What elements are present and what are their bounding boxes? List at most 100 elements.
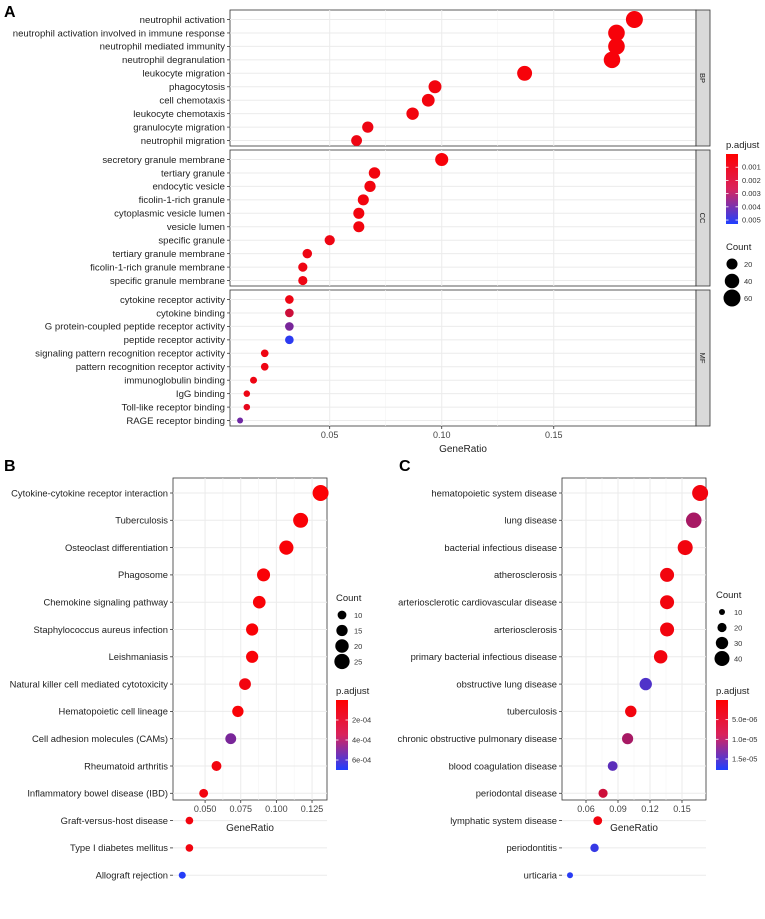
term-label: tertiary granule: [161, 168, 225, 179]
data-point: [293, 512, 309, 528]
data-point: [362, 121, 374, 133]
data-point: [211, 761, 222, 771]
term-label: arteriosclerosis: [494, 624, 557, 635]
data-point: [685, 512, 702, 529]
legend-count-dot: [337, 610, 347, 620]
legend-padjust-tick-label: 0.002: [742, 176, 761, 185]
data-point: [298, 275, 308, 286]
legend-padjust-colorbar: [716, 700, 728, 770]
term-label: Phagosome: [118, 569, 168, 580]
data-point: [368, 167, 381, 179]
term-label: blood coagulation disease: [449, 760, 557, 771]
data-point: [428, 80, 442, 94]
data-point: [312, 485, 329, 501]
legend-count-dot: [717, 622, 727, 633]
facet-strip-label: CC: [698, 213, 707, 224]
term-label: bacterial infectious disease: [444, 542, 557, 553]
legend-count-label: 40: [744, 277, 752, 286]
legend-count-label: 30: [734, 639, 742, 648]
panel-background: [229, 289, 697, 427]
legend-padjust-tick-label: 6e-04: [352, 756, 371, 765]
legend-count-label: 40: [734, 655, 742, 664]
data-point: [185, 844, 194, 852]
data-point: [660, 567, 675, 582]
data-point: [199, 788, 209, 798]
facet-strip: [695, 289, 711, 427]
legend-count-label: 25: [354, 658, 362, 667]
term-label: ficolin-1-rich granule: [139, 195, 225, 206]
legend-count-title: Count: [716, 590, 742, 601]
data-point: [178, 871, 186, 879]
data-point: [246, 650, 259, 663]
term-label: vesicle lumen: [167, 222, 225, 233]
legend-padjust-tick-label: 1.5e-05: [732, 754, 757, 763]
term-label: ficolin-1-rich granule membrane: [90, 262, 225, 273]
data-point: [677, 540, 693, 556]
facet-strip: [695, 149, 711, 287]
data-point: [608, 38, 625, 55]
data-point: [185, 816, 194, 825]
term-label: Rheumatoid arthritis: [84, 760, 168, 771]
term-label: arteriosclerotic cardiovascular disease: [398, 597, 557, 608]
term-label: neutrophil activation: [140, 15, 225, 26]
x-tick-label: 0.100: [265, 804, 288, 814]
data-point: [364, 180, 376, 193]
data-point: [239, 678, 251, 690]
legend-count-label: 20: [354, 642, 362, 651]
data-point: [250, 376, 257, 384]
x-tick-label: 0.12: [641, 804, 659, 814]
data-point: [285, 335, 294, 345]
legend-count-dot: [714, 650, 730, 667]
legend-count-title: Count: [336, 593, 362, 604]
x-axis-title: GeneRatio: [226, 823, 274, 834]
legend-padjust-tick-label: 0.004: [742, 202, 761, 211]
panel-letter-a: A: [4, 4, 16, 21]
data-point: [243, 390, 251, 397]
data-point: [252, 595, 266, 609]
data-point: [639, 677, 652, 691]
term-label: Toll-like receptor binding: [122, 402, 225, 413]
data-point: [625, 705, 637, 718]
term-label: chronic obstructive pulmonary disease: [398, 733, 557, 744]
legend-count-label: 15: [354, 627, 362, 636]
term-label: Cell adhesion molecules (CAMs): [32, 733, 168, 744]
x-tick-label: 0.15: [545, 430, 563, 440]
x-axis-title: GeneRatio: [439, 444, 487, 455]
data-point: [567, 872, 573, 879]
legend-count-label: 20: [744, 260, 752, 269]
x-tick-label: 0.050: [194, 804, 217, 814]
term-label: Staphylococcus aureus infection: [34, 624, 168, 635]
legend-count-label: 10: [354, 611, 362, 620]
term-label: urticaria: [524, 870, 558, 881]
data-point: [285, 308, 294, 318]
term-label: atherosclerosis: [494, 569, 557, 580]
x-tick-label: 0.09: [609, 804, 627, 814]
facet-strip: [695, 9, 711, 147]
legend-count-label: 10: [734, 608, 742, 617]
term-label: endocytic vesicle: [152, 182, 225, 193]
term-label: Type I diabetes mellitus: [70, 842, 168, 853]
term-label: Cytokine-cytokine receptor interaction: [11, 487, 168, 498]
panel-letter-c: C: [399, 458, 411, 475]
facet-bp: BP neutrophil activation neutrophil activa…: [13, 9, 711, 147]
legend-count-label: 20: [734, 624, 742, 633]
data-point: [435, 152, 449, 167]
data-point: [237, 417, 244, 424]
panel-background: [172, 477, 328, 801]
data-point: [353, 207, 365, 219]
data-point: [660, 595, 675, 610]
legend-count-dot: [335, 639, 349, 653]
term-label: primary bacterial infectious disease: [411, 651, 557, 662]
panel-b-kegg-enrichment: Cytokine-cytokine receptor interaction Tu…: [10, 477, 371, 881]
term-label: Leishmaniasis: [109, 651, 169, 662]
legend-padjust-title: p.adjust: [726, 140, 760, 151]
legend-padjust-colorbar: [726, 154, 738, 224]
term-label: cytoplasmic vesicle lumen: [114, 209, 225, 220]
facet-strip-label: MF: [698, 353, 707, 364]
data-point: [324, 235, 335, 246]
data-point: [285, 295, 294, 304]
data-point: [243, 403, 251, 411]
data-point: [607, 761, 618, 771]
term-label: lung disease: [504, 515, 557, 526]
data-point: [260, 362, 269, 371]
